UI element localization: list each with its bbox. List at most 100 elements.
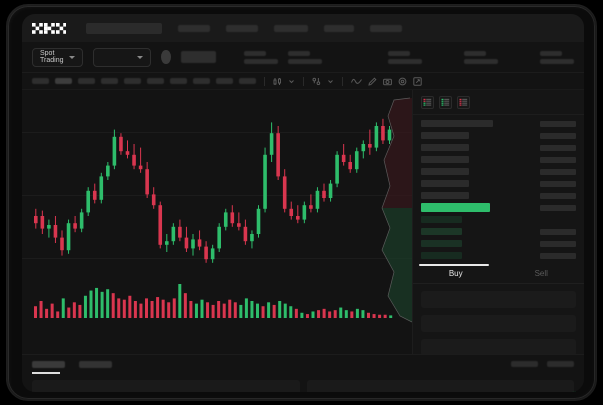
orderbook-row-amount: [421, 228, 462, 235]
orderbook-row-amount: [421, 203, 490, 212]
chart-gridline: [22, 258, 412, 259]
orderbook-row-amount: [421, 132, 469, 139]
bottom-pane-1[interactable]: [32, 380, 300, 392]
timeframe-button-8[interactable]: [193, 78, 210, 84]
orderbook-row[interactable]: [413, 119, 584, 128]
trading-app: Spot Trading: [22, 14, 584, 392]
orderbook-row-total: [540, 180, 576, 187]
tab-buy[interactable]: Buy: [448, 269, 463, 278]
market-stat-label: [388, 50, 410, 56]
nav-item-3[interactable]: [274, 24, 308, 32]
fullscreen-icon[interactable]: [413, 76, 422, 86]
orderbook-row-amount: [421, 240, 462, 247]
bottom-tab-label: [32, 361, 65, 368]
indicator-icon[interactable]: [312, 77, 321, 86]
toolbar-divider: [342, 76, 343, 86]
orderbook-rows[interactable]: [413, 119, 584, 260]
market-stat-3: [388, 50, 422, 64]
market-stat-label: [540, 50, 562, 56]
timeframe-button-10[interactable]: [239, 78, 256, 84]
market-stat-4: [464, 50, 498, 64]
bottom-action-1[interactable]: [511, 361, 538, 367]
orderbook-row-total: [540, 156, 576, 163]
timeframe-button-1[interactable]: [32, 78, 49, 84]
timeframe-button-2[interactable]: [55, 78, 72, 84]
orderbook-row[interactable]: [413, 155, 584, 164]
orderbook-row-amount: [421, 120, 493, 127]
nav-item-5[interactable]: [370, 24, 402, 32]
line-wave-icon[interactable]: [351, 77, 362, 85]
trading-mode-selector[interactable]: Spot Trading: [32, 47, 83, 67]
orderbook-row[interactable]: [413, 143, 584, 152]
timeframe-button-5[interactable]: [124, 78, 141, 84]
orderbook-row[interactable]: [413, 179, 584, 188]
nav-item-4[interactable]: [324, 24, 354, 32]
market-stat-1: [244, 50, 278, 64]
okx-logo-icon[interactable]: [32, 22, 66, 34]
bottom-tab-1[interactable]: [32, 361, 65, 374]
orderbook-row[interactable]: [413, 215, 584, 224]
orderbook-both-icon[interactable]: [421, 96, 434, 109]
market-stat-value: [388, 58, 422, 64]
orderbook-row-amount: [421, 144, 469, 151]
market-stat-value: [540, 58, 574, 64]
orderbook-bids-icon[interactable]: [439, 96, 452, 109]
nav-item-2[interactable]: [226, 24, 258, 32]
orderbook-row[interactable]: [413, 251, 584, 260]
orderbook-row-amount: [421, 156, 469, 163]
chevron-down-icon[interactable]: [327, 78, 334, 85]
chevron-down-icon: [136, 55, 143, 59]
pair-selector[interactable]: [92, 47, 151, 67]
orderbook-row-total: [540, 132, 576, 139]
avatar[interactable]: [160, 50, 171, 64]
price-chart-panel[interactable]: [22, 90, 412, 354]
market-stat-value: [244, 58, 278, 64]
orderbook-row[interactable]: [413, 131, 584, 140]
timeframe-button-7[interactable]: [170, 78, 187, 84]
order-price-field[interactable]: [421, 291, 576, 308]
depth-overlay-chart: [381, 97, 412, 323]
market-subheader: Spot Trading: [22, 42, 584, 73]
market-stat-label: [464, 50, 486, 56]
bottom-pane-2[interactable]: [306, 380, 574, 392]
toolbar-divider: [303, 76, 304, 86]
search-input[interactable]: [86, 22, 162, 34]
orderbook-row-total: [540, 192, 576, 199]
orderbook-row-total: [540, 252, 576, 259]
pencil-icon[interactable]: [368, 76, 377, 86]
orderbook-view-modes: [413, 90, 584, 114]
trading-mode-label: Spot Trading: [40, 50, 64, 64]
timeframe-button-9[interactable]: [216, 78, 233, 84]
orderbook-row-total: [540, 168, 576, 175]
market-stat-value: [288, 58, 322, 64]
timeframe-button-3[interactable]: [78, 78, 95, 84]
market-stat-label: [244, 50, 266, 56]
order-panel: Buy Sell: [412, 90, 584, 392]
orderbook-row[interactable]: [413, 227, 584, 236]
orderbook-row-total: [540, 228, 576, 235]
orderbook-row-amount: [421, 168, 469, 175]
orderbook-row-total: [540, 204, 576, 211]
orderbook-row[interactable]: [413, 203, 584, 212]
orderbook-asks-icon[interactable]: [457, 96, 470, 109]
camera-icon[interactable]: [383, 77, 392, 86]
candle-type-icon[interactable]: [273, 77, 282, 86]
orderbook-row[interactable]: [413, 239, 584, 248]
bottom-actions: [511, 361, 574, 367]
orderbook-row[interactable]: [413, 167, 584, 176]
tab-sell[interactable]: Sell: [534, 269, 548, 278]
timeframe-button-6[interactable]: [147, 78, 164, 84]
timeframe-button-4[interactable]: [101, 78, 118, 84]
bottom-tabs: [32, 361, 574, 374]
order-amount-field[interactable]: [421, 315, 576, 332]
orderbook-row[interactable]: [413, 191, 584, 200]
bottom-action-2[interactable]: [547, 361, 574, 367]
orderbook-row-amount: [421, 216, 462, 223]
active-tab-underline: [419, 264, 489, 266]
bottom-tab-2[interactable]: [79, 361, 112, 368]
chevron-down-icon[interactable]: [288, 78, 295, 85]
order-total-field[interactable]: [421, 339, 576, 356]
settings-icon[interactable]: [398, 77, 407, 86]
nav-item-1[interactable]: [178, 24, 210, 32]
